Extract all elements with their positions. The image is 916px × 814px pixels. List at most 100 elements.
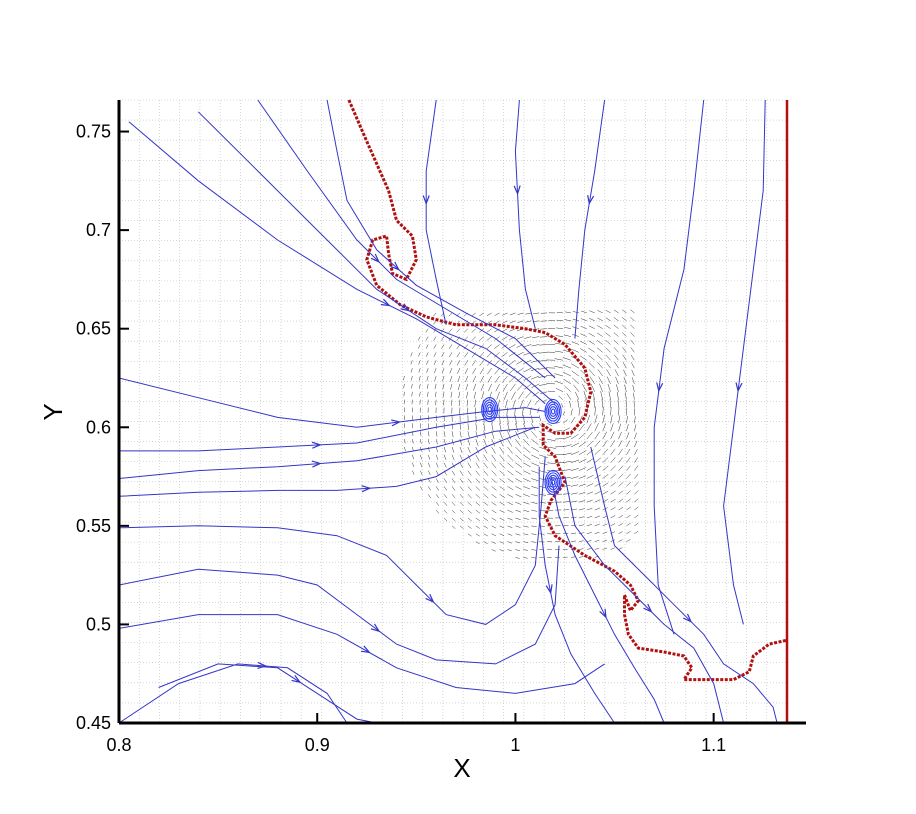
- velocity-vector: [509, 312, 516, 316]
- velocity-vector: [631, 377, 635, 384]
- x-tick-label: 1: [510, 735, 520, 755]
- streamline: [158, 663, 377, 724]
- velocity-vector: [531, 415, 533, 424]
- velocity-vector: [466, 399, 469, 407]
- velocity-vector: [531, 462, 540, 467]
- velocity-vector: [480, 383, 484, 391]
- velocity-vector: [491, 423, 494, 432]
- streamline: [538, 466, 615, 724]
- velocity-vector: [594, 531, 600, 534]
- velocity-vector: [441, 328, 445, 333]
- velocity-vector: [523, 509, 530, 512]
- velocity-vector: [483, 423, 486, 431]
- velocity-vector: [618, 448, 623, 455]
- velocity-vector: [594, 539, 600, 542]
- velocity-vector: [634, 490, 639, 495]
- velocity-vector: [556, 312, 564, 314]
- velocity-vector: [532, 391, 540, 397]
- velocity-vector: [508, 367, 516, 374]
- velocity-vector: [523, 494, 530, 497]
- velocity-vector: [475, 494, 481, 499]
- streamline-arrow: [400, 303, 411, 312]
- velocity-vector: [433, 328, 437, 333]
- velocity-vector: [403, 375, 405, 381]
- velocity-vector: [554, 358, 564, 361]
- velocity-vector: [412, 470, 415, 475]
- velocity-vector: [602, 547, 607, 550]
- velocity-vector: [586, 491, 594, 495]
- velocity-vector: [491, 509, 497, 514]
- streamline: [723, 99, 766, 625]
- velocity-vector: [486, 320, 492, 325]
- velocity-vector: [580, 318, 587, 321]
- velocity-vector: [472, 375, 476, 383]
- velocity-vector: [558, 395, 564, 400]
- velocity-vector: [634, 424, 637, 432]
- velocity-vector: [516, 375, 524, 382]
- vortex-ring: [487, 406, 492, 413]
- velocity-vector: [417, 336, 421, 341]
- velocity-vector: [467, 462, 472, 469]
- velocity-vector: [607, 383, 611, 392]
- velocity-vector: [597, 369, 603, 377]
- velocity-vector: [456, 352, 461, 358]
- velocity-vector: [411, 391, 413, 397]
- velocity-vector: [428, 446, 430, 452]
- streamline-arrow: [682, 613, 693, 623]
- velocity-vector: [459, 423, 461, 430]
- velocity-vector: [467, 446, 471, 454]
- velocity-vector: [473, 383, 476, 391]
- velocity-vector: [512, 399, 516, 409]
- velocity-vector: [586, 548, 592, 550]
- velocity-vector: [618, 431, 622, 440]
- velocity-vector: [562, 469, 572, 471]
- velocity-vector: [622, 309, 627, 314]
- velocity-vector: [459, 502, 464, 506]
- velocity-vector: [600, 391, 603, 400]
- velocity-vector: [570, 459, 580, 463]
- velocity-vector: [441, 344, 445, 349]
- velocity-vector: [562, 371, 572, 377]
- velocity-vector: [499, 470, 506, 476]
- velocity-vector: [435, 462, 439, 468]
- velocity-vector: [410, 360, 413, 365]
- velocity-vector: [435, 439, 438, 445]
- velocity-vector: [515, 549, 520, 551]
- velocity-vector: [586, 475, 594, 479]
- velocity-vector: [499, 517, 505, 521]
- velocity-vector: [451, 517, 456, 522]
- velocity-vector: [618, 523, 623, 527]
- velocity-vector: [605, 332, 611, 337]
- velocity-vector: [475, 462, 480, 469]
- velocity-vector: [419, 391, 421, 397]
- velocity-vector: [572, 377, 580, 385]
- velocity-vector: [491, 533, 497, 537]
- velocity-vector: [570, 532, 577, 534]
- streamline-arrow: [735, 382, 743, 393]
- velocity-vector: [570, 408, 573, 416]
- velocity-vector: [433, 336, 437, 341]
- vortex-ring: [481, 396, 499, 423]
- velocity-vector: [539, 541, 545, 543]
- velocity-vector: [555, 430, 563, 432]
- velocity-vector: [610, 448, 616, 455]
- velocity-vector: [618, 415, 621, 424]
- velocity-vector: [443, 486, 448, 491]
- velocity-vector: [580, 376, 587, 385]
- velocity-vector: [523, 438, 530, 446]
- streamline-arrow: [425, 593, 435, 604]
- streamline-arrow: [311, 460, 322, 468]
- velocity-vector: [578, 467, 587, 471]
- velocity-vector: [459, 494, 464, 499]
- velocity-vector: [509, 320, 516, 324]
- velocity-vector: [441, 352, 445, 358]
- velocity-vector: [626, 440, 630, 448]
- velocity-vector: [523, 375, 532, 381]
- velocity-vector: [531, 533, 537, 535]
- velocity-vector: [475, 509, 480, 514]
- velocity-vector: [571, 363, 579, 369]
- velocity-vector: [586, 440, 594, 448]
- velocity-vector: [489, 399, 492, 408]
- velocity-vector: [467, 525, 472, 529]
- velocity-vector: [507, 438, 513, 447]
